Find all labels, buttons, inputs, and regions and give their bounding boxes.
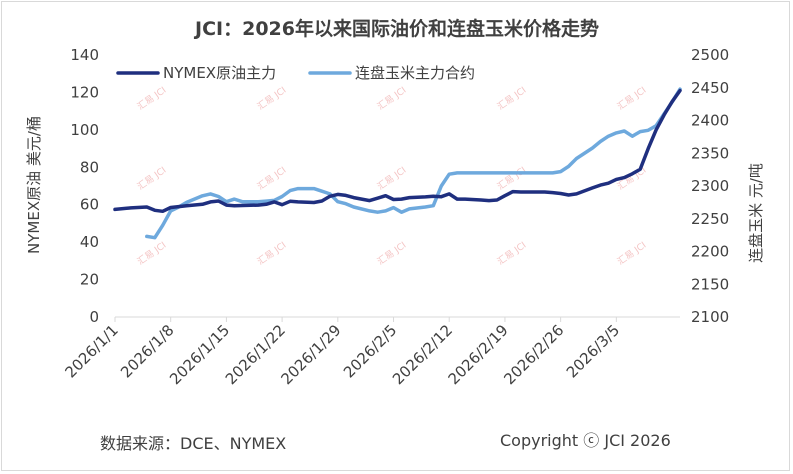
left-tick-2: 40 [80, 233, 99, 251]
legend-label-0: NYMEX原油主力 [163, 64, 276, 82]
right-tick-6: 2400 [691, 112, 729, 130]
right-axis-label: 连盘玉米 元/吨 [747, 163, 765, 263]
right-tick-8: 2500 [691, 46, 729, 64]
watermark-14: 汇易 JCI [615, 240, 648, 268]
left-tick-3: 60 [80, 196, 99, 214]
watermark-3: 汇易 JCI [495, 85, 528, 113]
right-tick-3: 2250 [691, 210, 729, 228]
left-tick-7: 140 [70, 46, 99, 64]
watermark-11: 汇易 JCI [255, 240, 288, 268]
watermark-1: 汇易 JCI [255, 85, 288, 113]
right-tick-0: 2100 [691, 308, 729, 326]
watermark-4: 汇易 JCI [615, 85, 648, 113]
legend: NYMEX原油主力 连盘玉米主力合约 [116, 64, 475, 82]
right-tick-5: 2350 [691, 144, 729, 162]
series-line-1 [145, 87, 682, 240]
left-axis-label: NYMEX原油 美元/桶 [25, 116, 43, 254]
right-tick-4: 2300 [691, 177, 729, 195]
left-tick-6: 120 [70, 83, 99, 101]
x-tick-8: 2026/2/26 [500, 321, 567, 388]
watermark-8: 汇易 JCI [495, 165, 528, 193]
right-tick-2: 2200 [691, 243, 729, 261]
legend-label-1: 连盘玉米主力合约 [355, 64, 475, 82]
watermark-12: 汇易 JCI [375, 240, 408, 268]
x-tick-0: 2026/1/1 [61, 321, 121, 381]
series-line-0 [113, 88, 682, 214]
watermark-10: 汇易 JCI [135, 240, 168, 268]
right-tick-7: 2450 [691, 79, 729, 97]
right-tick-1: 2150 [691, 275, 729, 293]
source-note: 数据来源：DCE、NYMEX [100, 434, 286, 453]
watermark-7: 汇易 JCI [375, 165, 408, 193]
x-tick-9: 2026/3/5 [563, 321, 623, 381]
left-tick-0: 0 [89, 308, 99, 326]
watermark-5: 汇易 JCI [135, 165, 168, 193]
watermark-13: 汇易 JCI [495, 240, 528, 268]
left-tick-5: 100 [70, 121, 99, 139]
watermark-layer: 汇易 JCI 汇易 JCI 汇易 JCI 汇易 JCI 汇易 JCI 汇易 JCI 汇易 J… [135, 85, 648, 268]
watermark-0: 汇易 JCI [135, 85, 168, 113]
left-tick-1: 20 [80, 271, 99, 289]
left-tick-4: 80 [80, 158, 99, 176]
chart-title: JCI：2026年以来国际油价和连盘玉米价格走势 [193, 17, 599, 40]
x-tick-4: 2026/1/29 [278, 321, 345, 388]
watermark-2: 汇易 JCI [375, 85, 408, 113]
watermark-6: 汇易 JCI [255, 165, 288, 193]
copyright: Copyright ⓒ JCI 2026 [500, 431, 671, 450]
series-lines [113, 87, 682, 240]
